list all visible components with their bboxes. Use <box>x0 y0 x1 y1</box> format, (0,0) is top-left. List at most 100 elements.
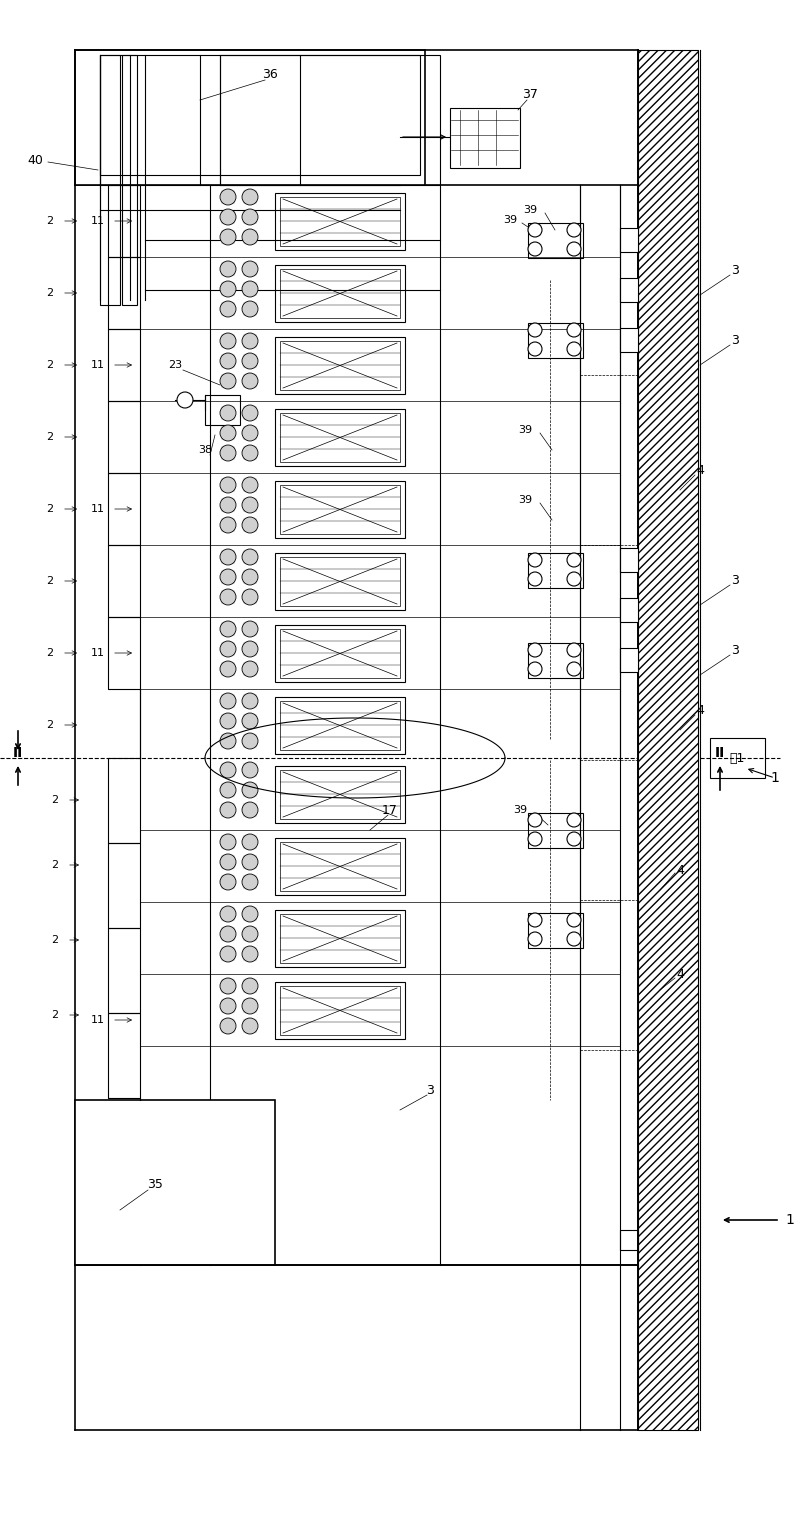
Circle shape <box>220 446 236 461</box>
Bar <box>280 341 400 390</box>
Circle shape <box>242 373 258 390</box>
Text: 3: 3 <box>731 334 739 347</box>
Text: 1: 1 <box>786 1213 794 1226</box>
Circle shape <box>242 334 258 349</box>
Text: 35: 35 <box>147 1178 163 1192</box>
Circle shape <box>220 353 236 368</box>
Bar <box>450 108 520 168</box>
Bar <box>280 629 400 678</box>
Circle shape <box>528 323 542 337</box>
Bar <box>275 838 405 894</box>
Bar <box>528 223 583 258</box>
Text: 39: 39 <box>518 424 532 435</box>
Bar <box>620 1229 638 1251</box>
Circle shape <box>220 926 236 941</box>
Bar <box>122 55 137 305</box>
Bar <box>620 277 638 302</box>
Circle shape <box>242 497 258 512</box>
Circle shape <box>567 572 581 587</box>
Text: 2: 2 <box>46 720 54 731</box>
Circle shape <box>567 662 581 676</box>
Circle shape <box>220 280 236 297</box>
Bar <box>275 766 405 823</box>
Circle shape <box>220 334 236 349</box>
Circle shape <box>177 393 193 408</box>
Circle shape <box>220 641 236 656</box>
Bar <box>280 700 400 750</box>
Circle shape <box>242 280 258 297</box>
Circle shape <box>220 549 236 565</box>
Text: 23: 23 <box>168 359 182 370</box>
Circle shape <box>242 478 258 493</box>
Circle shape <box>220 478 236 493</box>
Circle shape <box>242 353 258 368</box>
Bar <box>100 55 120 305</box>
Bar <box>280 770 400 819</box>
Circle shape <box>528 832 542 846</box>
Text: 图1: 图1 <box>730 752 745 764</box>
Circle shape <box>567 223 581 236</box>
Circle shape <box>242 875 258 890</box>
Text: 2: 2 <box>46 576 54 587</box>
Bar <box>528 323 583 358</box>
Bar <box>620 647 638 672</box>
Circle shape <box>242 907 258 922</box>
Bar <box>620 227 638 252</box>
Circle shape <box>242 734 258 749</box>
Text: 4: 4 <box>676 969 684 981</box>
Circle shape <box>220 622 236 637</box>
Bar <box>528 913 583 948</box>
Bar <box>75 1101 275 1264</box>
Text: 11: 11 <box>91 1016 105 1025</box>
Circle shape <box>242 802 258 819</box>
Circle shape <box>528 553 542 567</box>
Circle shape <box>242 763 258 778</box>
Bar <box>280 556 400 606</box>
Text: 39: 39 <box>503 215 517 224</box>
Circle shape <box>220 946 236 963</box>
Circle shape <box>567 243 581 256</box>
Circle shape <box>567 323 581 337</box>
Circle shape <box>220 590 236 605</box>
Circle shape <box>242 1019 258 1034</box>
Circle shape <box>242 209 258 224</box>
Text: II: II <box>715 746 725 760</box>
Circle shape <box>220 802 236 819</box>
Circle shape <box>220 693 236 709</box>
Bar <box>275 481 405 538</box>
Text: 39: 39 <box>523 205 537 215</box>
Bar <box>528 553 583 588</box>
Bar <box>638 50 698 1430</box>
Bar <box>280 412 400 462</box>
Text: 40: 40 <box>27 153 43 167</box>
Circle shape <box>242 549 258 565</box>
Bar <box>100 55 420 174</box>
Text: 3: 3 <box>731 264 739 276</box>
Bar <box>275 193 405 250</box>
Text: 2: 2 <box>51 1010 58 1020</box>
Circle shape <box>528 643 542 656</box>
Circle shape <box>220 782 236 797</box>
Bar <box>275 337 405 394</box>
Circle shape <box>242 568 258 585</box>
Circle shape <box>220 998 236 1014</box>
Text: 4: 4 <box>676 864 684 876</box>
Circle shape <box>242 946 258 963</box>
Bar <box>275 982 405 1038</box>
Text: 11: 11 <box>91 647 105 658</box>
Circle shape <box>220 302 236 317</box>
Bar <box>710 738 765 778</box>
Bar <box>275 910 405 967</box>
Text: 36: 36 <box>262 68 278 82</box>
Bar <box>75 50 425 185</box>
Circle shape <box>242 978 258 994</box>
Text: 11: 11 <box>91 359 105 370</box>
Circle shape <box>220 907 236 922</box>
Text: 4: 4 <box>696 703 704 717</box>
Circle shape <box>567 832 581 846</box>
Circle shape <box>567 932 581 946</box>
Bar <box>280 197 400 246</box>
Circle shape <box>220 229 236 246</box>
Text: 2: 2 <box>46 288 54 299</box>
Bar <box>275 553 405 609</box>
